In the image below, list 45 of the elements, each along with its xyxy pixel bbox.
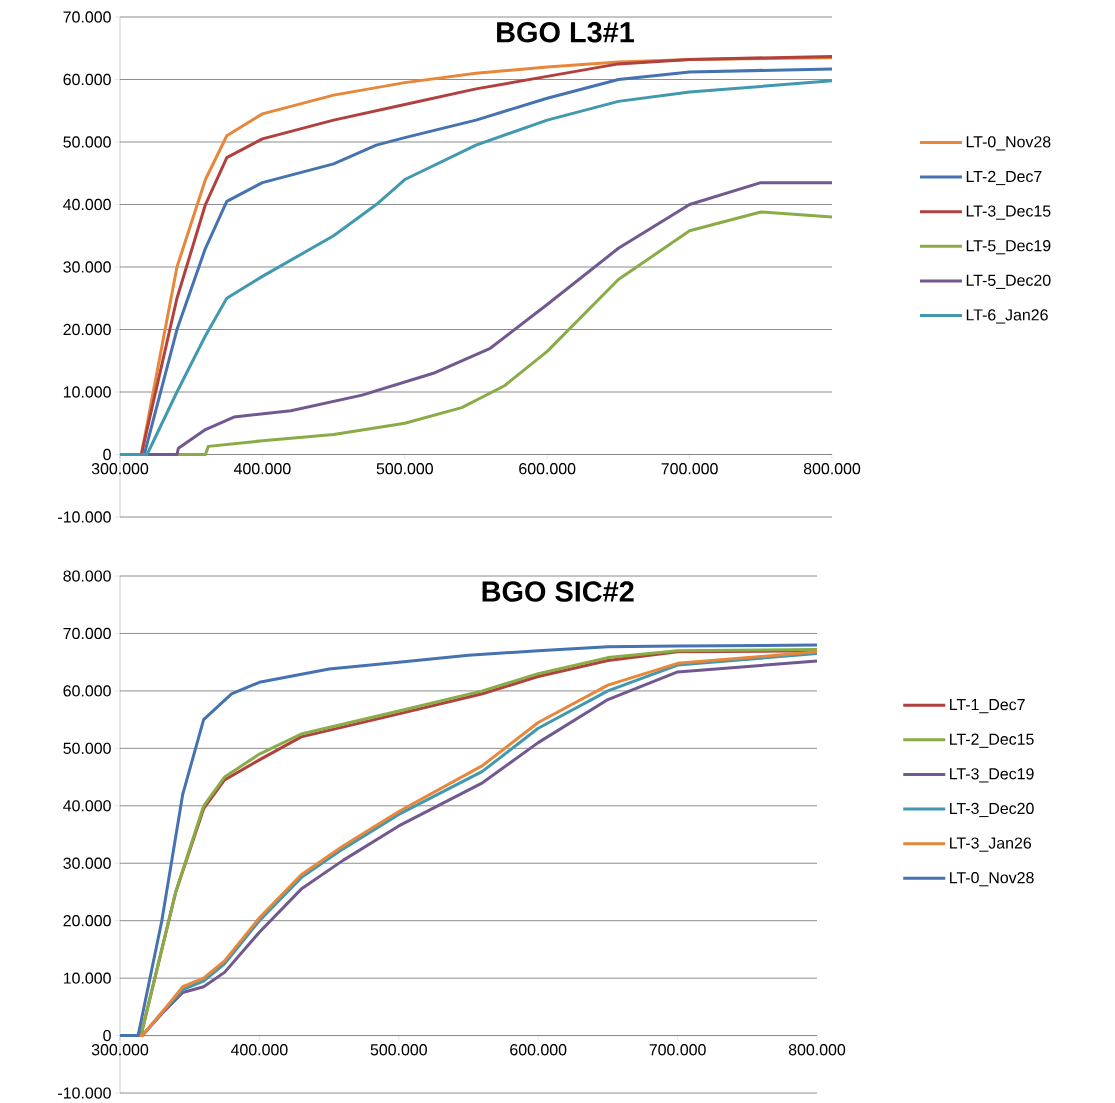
y-tick-label: 30.000 (63, 857, 111, 869)
y-tick-label: 10.000 (63, 386, 111, 398)
y-tick-label: 0 (103, 448, 111, 461)
y-tick-label: 20.000 (63, 323, 111, 336)
y-tick-label: -10.000 (58, 1087, 111, 1099)
chart-title: BGO SIC#2 (482, 581, 634, 602)
x-tick-label: 300.000 (91, 1044, 149, 1056)
legend-label: LT-5_Dec20 (966, 274, 1051, 289)
y-tick-label: 60.000 (63, 685, 111, 697)
x-tick-label: 300.000 (91, 463, 149, 475)
y-tick-label: 80.000 (63, 570, 111, 582)
y-tick-label: 70.000 (63, 627, 111, 640)
legend-label: LT-2_Dec15 (950, 733, 1034, 748)
legend-label: LT-0_Nov28 (950, 872, 1034, 887)
y-tick-label: 10.000 (63, 972, 111, 984)
legend-label: LT-5_Dec19 (966, 240, 1051, 255)
x-tick-label: 500.000 (376, 463, 433, 475)
legend-label: LT-3_Jan26 (950, 837, 1032, 852)
legend-label: LT-3_Dec15 (966, 205, 1051, 220)
y-tick-label: 40.000 (63, 198, 111, 211)
x-tick-label: 600.000 (519, 463, 576, 475)
x-tick-label: 600.000 (510, 1044, 567, 1056)
x-tick-label: 400.000 (230, 1044, 288, 1056)
y-tick-label: 50.000 (63, 742, 111, 754)
y-tick-label: 70.000 (63, 11, 111, 23)
legend-label: LT-6_Jan26 (966, 309, 1048, 324)
y-tick-label: 60.000 (63, 73, 111, 86)
y-tick-label: 50.000 (63, 136, 111, 148)
chart-title: BGO L3#1 (497, 22, 635, 43)
y-tick-label: 20.000 (63, 915, 111, 927)
x-tick-label: 700.000 (661, 463, 718, 475)
legend-label: LT-3_Dec20 (950, 802, 1034, 818)
legend-label: LT-2_Dec7 (966, 170, 1042, 186)
x-tick-label: 800.000 (788, 1044, 846, 1056)
x-tick-label: 400.000 (233, 463, 291, 475)
legend-label: LT-0_Nov28 (966, 136, 1051, 151)
y-tick-label: 40.000 (63, 800, 111, 812)
y-tick-label: 0 (103, 1029, 111, 1042)
legend-label: LT-1_Dec7 (950, 699, 1025, 714)
x-tick-label: 800.000 (803, 463, 861, 475)
y-tick-label: 30.000 (63, 261, 111, 273)
x-tick-label: 500.000 (370, 1044, 427, 1056)
x-tick-label: 700.000 (649, 1044, 706, 1056)
legend-label: LT-3_Dec19 (950, 768, 1034, 783)
y-tick-label: -10.000 (58, 511, 111, 523)
